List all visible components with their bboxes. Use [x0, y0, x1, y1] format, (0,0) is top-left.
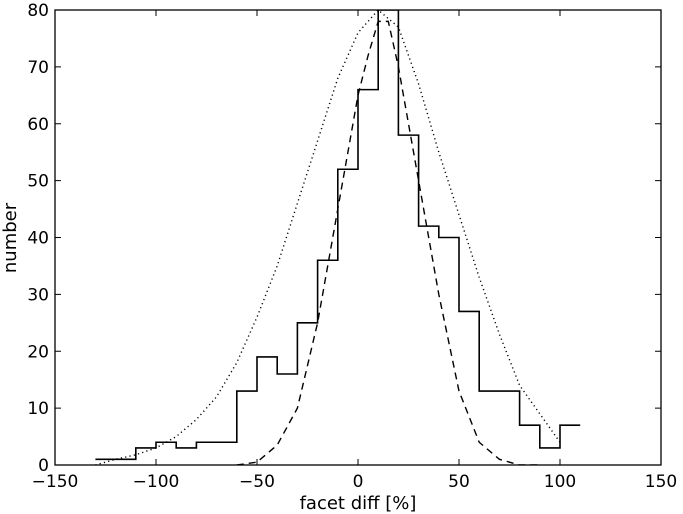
x-tick-label: 50	[448, 472, 470, 492]
y-tick-label: 20	[27, 342, 49, 362]
y-tick-label: 0	[38, 456, 49, 476]
x-tick-label: −100	[133, 472, 180, 492]
tick-layer: −150 −100 −50 0 50 100 150 0 10 20 30 40 50 60 70 80	[27, 1, 677, 492]
x-axis-label: facet diff [%]	[300, 493, 417, 514]
x-tick-label: 150	[645, 472, 677, 492]
x-tick-label: −50	[239, 472, 275, 492]
histogram-step-series	[95, 10, 581, 461]
y-tick-label: 50	[27, 172, 49, 192]
y-tick-label: 80	[27, 1, 49, 21]
x-tick-label: 100	[544, 472, 576, 492]
y-tick-label: 30	[27, 285, 49, 305]
y-axis-label: number	[0, 202, 21, 273]
plot-frame	[54, 9, 662, 466]
x-tick-label: 0	[353, 472, 364, 492]
dashed-curve-series	[236, 20, 540, 465]
y-tick-label: 40	[27, 229, 49, 249]
y-tick-label: 60	[27, 115, 49, 135]
y-tick-label: 10	[27, 399, 49, 419]
x-tick-label: −150	[32, 472, 79, 492]
y-tick-label: 70	[27, 58, 49, 78]
dotted-curve-series	[95, 10, 561, 465]
plot-layer	[95, 10, 581, 465]
